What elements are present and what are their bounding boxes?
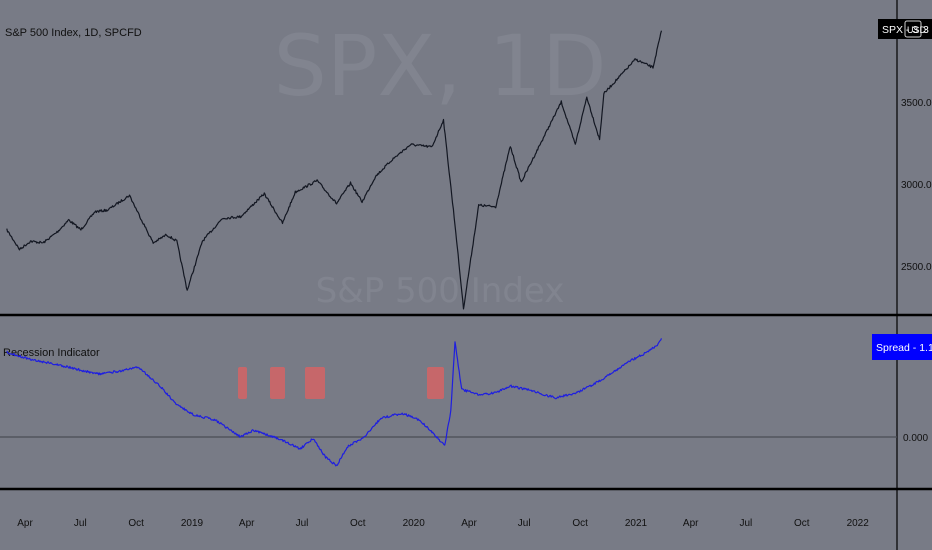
price-tick-label: 3500.000: [901, 98, 932, 109]
spread-last-value-text: Spread - 1.160: [876, 342, 932, 354]
time-tick-label: 2019: [181, 518, 204, 529]
price-series: [6, 30, 663, 310]
recession-marker: [238, 367, 247, 399]
spread-series: [6, 338, 663, 467]
indicator-title[interactable]: Recession Indicator: [3, 347, 100, 359]
currency-badge[interactable]: [904, 20, 922, 38]
spread-last-value-label: [872, 334, 932, 360]
symbol-watermark: SPX, 1D: [273, 17, 606, 115]
description-watermark: S&P 500 Index: [316, 271, 565, 311]
spread-line: [6, 338, 663, 467]
time-tick-label: Apr: [461, 518, 477, 529]
recession-marker: [427, 367, 444, 399]
spread-tick-label: 0.000: [903, 433, 928, 444]
time-tick-label: 2021: [625, 518, 648, 529]
currency-suffix-text: 3: [923, 24, 929, 36]
time-tick-label: Oct: [572, 518, 588, 529]
price-tick-label: 2500.000: [901, 262, 932, 273]
time-axis[interactable]: Apr Jul Oct 2019 Apr Jul Oct 2020 Apr Jul Oct 2021 A…: [17, 518, 869, 529]
time-tick-label: Apr: [683, 518, 699, 529]
time-tick-label: Oct: [128, 518, 144, 529]
time-tick-label: Apr: [239, 518, 255, 529]
price-line: [6, 30, 663, 310]
time-tick-label: 2022: [847, 518, 870, 529]
price-tick-label: 3000.000: [901, 180, 932, 191]
time-tick-label: Apr: [17, 518, 33, 529]
symbol-title[interactable]: S&P 500 Index, 1D, SPCFD: [5, 27, 142, 39]
time-tick-label: Oct: [350, 518, 366, 529]
currency-badge-text: USD: [907, 25, 927, 35]
recession-markers: [238, 367, 444, 399]
time-tick-label: Jul: [296, 518, 309, 529]
time-tick-label: Jul: [518, 518, 531, 529]
recession-marker: [270, 367, 285, 399]
price-y-axis[interactable]: 3500.000 3000.000 2500.000: [901, 98, 932, 273]
time-tick-label: Jul: [740, 518, 753, 529]
recession-marker: [305, 367, 325, 399]
time-tick-label: Jul: [74, 518, 87, 529]
time-tick-label: Oct: [794, 518, 810, 529]
indicator-y-axis[interactable]: 0.000: [903, 433, 928, 444]
price-last-value-text: SPX - 3: [882, 24, 918, 36]
time-tick-label: 2020: [403, 518, 426, 529]
